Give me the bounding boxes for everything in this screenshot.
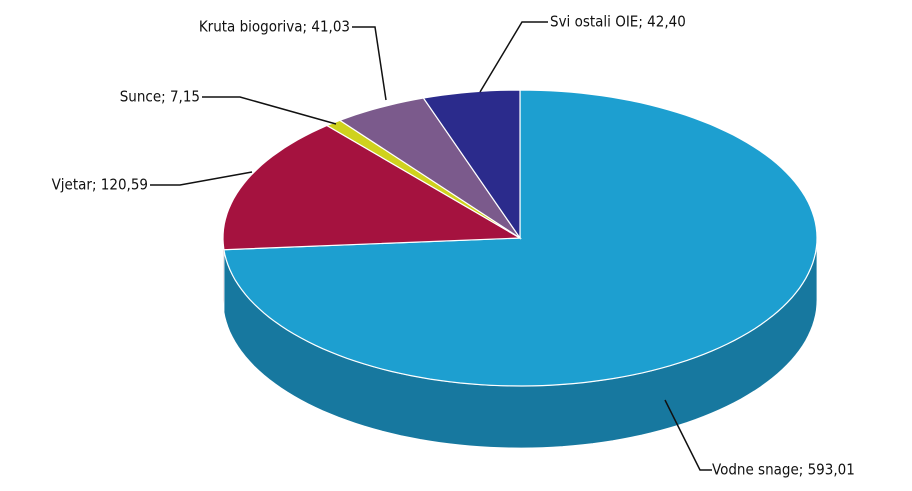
data-label: Vjetar; 120,59 (52, 176, 148, 194)
leader-line (479, 21, 548, 93)
data-label: Sunce; 7,15 (120, 88, 200, 106)
leader-line (202, 96, 337, 125)
leader-line (664, 399, 712, 471)
data-label: Kruta biogoriva; 41,03 (199, 18, 350, 36)
data-label: Svi ostali OIE; 42,40 (550, 13, 686, 31)
pie-slice (422, 89, 521, 240)
pie-slice (222, 124, 523, 251)
pie-slice (338, 97, 521, 239)
data-label: Vodne snage; 593,01 (712, 461, 855, 479)
leader-line (352, 26, 387, 101)
leader-line (150, 171, 253, 186)
